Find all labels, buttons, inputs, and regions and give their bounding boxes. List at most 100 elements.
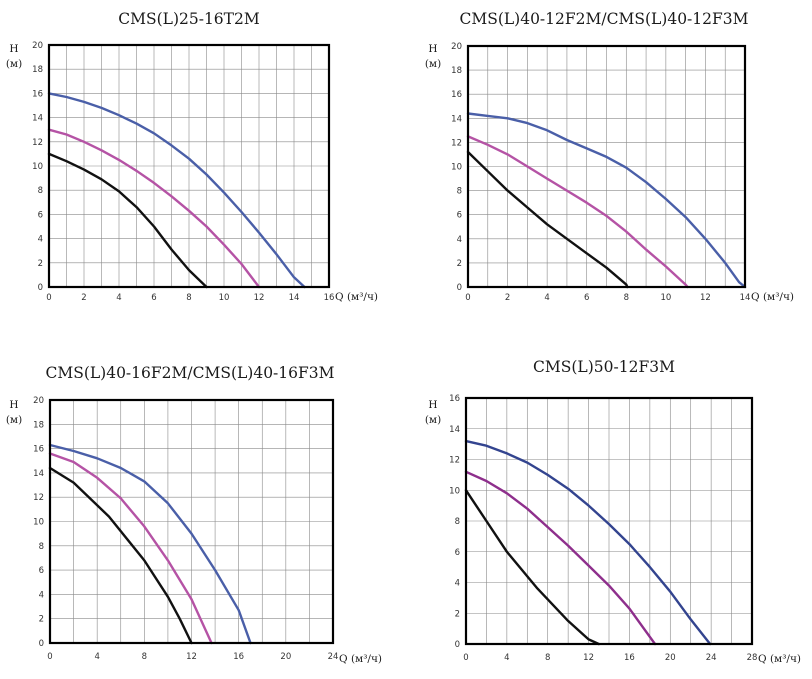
y-tick-label: 18	[451, 66, 462, 76]
pump-curve-3	[48, 466, 193, 645]
x-tick-label: 28	[747, 653, 758, 663]
x-tick-label: 8	[186, 293, 191, 303]
plot-frame	[48, 398, 335, 645]
y-tick-label: 4	[38, 235, 43, 245]
x-tick-label: 8	[545, 653, 550, 663]
y-tick-label: 0	[455, 640, 460, 650]
y-tick-label: 14	[449, 425, 460, 435]
y-tick-label: 10	[32, 162, 43, 172]
pump-curve-3	[466, 150, 629, 289]
x-tick-label: 12	[700, 293, 711, 303]
y-tick-label: 20	[33, 396, 44, 406]
y-tick-label: 18	[33, 420, 44, 430]
x-tick-label: 20	[280, 652, 291, 662]
pump-curve-2	[48, 452, 213, 645]
y-tick-label: 0	[39, 639, 44, 649]
y-tick-label: 6	[455, 548, 460, 558]
y-axis-label: H (м)	[6, 43, 22, 70]
x-tick-label: 12	[254, 293, 265, 303]
x-tick-label: 6	[151, 293, 156, 303]
x-tick-label: 2	[81, 293, 86, 303]
y-tick-label: 6	[457, 211, 462, 221]
x-tick-label: 10	[219, 293, 230, 303]
y-tick-label: 12	[451, 138, 462, 148]
plot-frame	[466, 44, 747, 289]
x-tick-label: 0	[465, 293, 470, 303]
y-tick-label: 8	[38, 186, 43, 196]
pump-curve-3	[464, 489, 600, 646]
pump-curve-2	[47, 128, 261, 289]
x-tick-label: 0	[46, 293, 51, 303]
y-axis-label: H (м)	[6, 399, 22, 426]
x-tick-label: 0	[463, 653, 468, 663]
y-tick-label: 16	[451, 90, 462, 100]
chart-title: CMS(L)40-12F2M/CMS(L)40-12F3M	[459, 10, 748, 28]
x-tick-label: 4	[116, 293, 121, 303]
plot-frame	[47, 43, 331, 289]
y-tick-label: 14	[33, 469, 44, 479]
y-tick-label: 6	[38, 210, 43, 220]
y-tick-label: 14	[451, 114, 462, 124]
pump-curve-2	[466, 135, 689, 289]
y-tick-label: 10	[451, 163, 462, 173]
pump-chart-1: CMS(L)25-16T2M H (м) 0 2 4 6 8 10 12 14 16 0 2 4 6 8 10 12…	[6, 10, 378, 303]
y-tick-label: 0	[38, 283, 43, 293]
chart-title: CMS(L)40-16F2M/CMS(L)40-16F3M	[45, 364, 334, 382]
x-tick-label: 4	[544, 293, 549, 303]
x-tick-label: 16	[233, 652, 244, 662]
y-tick-label: 4	[455, 579, 460, 589]
y-tick-label: 20	[451, 42, 462, 52]
y-tick-label: 4	[39, 590, 44, 600]
x-tick-label: 4	[504, 653, 509, 663]
x-tick-label: 8	[624, 293, 629, 303]
y-tick-label: 16	[449, 394, 460, 404]
x-axis-label: Q (м³/ч)	[339, 653, 382, 665]
y-tick-label: 12	[33, 493, 44, 503]
y-axis-label: H (м)	[425, 43, 441, 70]
plot-frame	[464, 396, 754, 646]
x-axis-label: Q (м³/ч)	[751, 291, 794, 303]
x-tick-label: 16	[324, 293, 335, 303]
pump-chart-2: CMS(L)40-12F2M/CMS(L)40-12F3M H (м) 0 2 4 6 8 10…	[425, 10, 794, 303]
x-tick-label: 0	[47, 652, 52, 662]
y-tick-label: 16	[33, 445, 44, 455]
y-tick-label: 12	[449, 456, 460, 466]
y-tick-label: 20	[32, 41, 43, 51]
y-axis-label: H (м)	[425, 399, 441, 426]
y-tick-label: 14	[32, 114, 43, 124]
x-axis-label: Q (м³/ч)	[758, 653, 801, 665]
y-tick-label: 10	[449, 486, 460, 496]
pump-curve-2	[464, 470, 657, 646]
chart-title: CMS(L)25-16T2M	[118, 10, 260, 28]
y-tick-label: 2	[38, 259, 43, 269]
pump-curve-1	[464, 439, 712, 646]
x-tick-label: 24	[328, 652, 339, 662]
x-tick-label: 24	[706, 653, 717, 663]
y-tick-label: 16	[32, 89, 43, 99]
x-axis-label: Q (м³/ч)	[335, 291, 378, 303]
y-tick-label: 4	[457, 235, 462, 245]
pump-curve-1	[47, 92, 306, 289]
y-tick-label: 10	[33, 518, 44, 528]
y-tick-label: 8	[455, 517, 460, 527]
x-tick-label: 12	[186, 652, 197, 662]
y-tick-label: 8	[39, 542, 44, 552]
pump-curve-1	[48, 443, 252, 645]
x-tick-label: 12	[583, 653, 594, 663]
x-tick-label: 14	[740, 293, 751, 303]
y-tick-label: 2	[457, 259, 462, 269]
y-tick-label: 2	[455, 609, 460, 619]
y-tick-label: 6	[39, 566, 44, 576]
x-tick-label: 8	[142, 652, 147, 662]
x-tick-label: 2	[505, 293, 510, 303]
pump-curve-3	[47, 152, 208, 289]
pump-curve-1	[466, 112, 747, 289]
x-tick-label: 6	[584, 293, 589, 303]
x-tick-label: 4	[94, 652, 99, 662]
x-tick-label: 10	[660, 293, 671, 303]
y-tick-label: 0	[457, 283, 462, 293]
y-tick-label: 12	[32, 138, 43, 148]
y-tick-label: 18	[32, 65, 43, 75]
